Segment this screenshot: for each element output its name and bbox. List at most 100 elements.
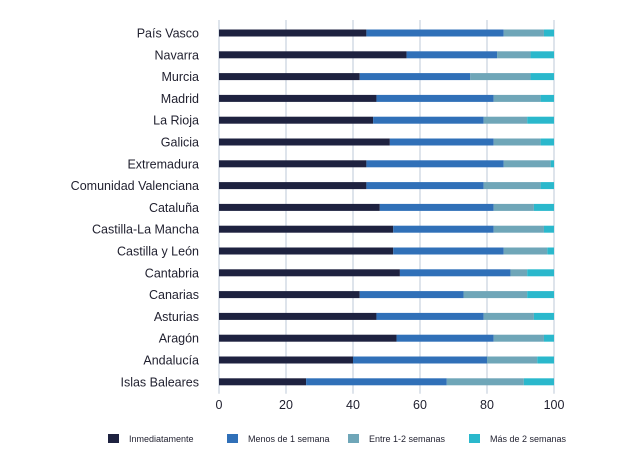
legend-swatch [348,434,359,443]
bar-segment [376,94,494,102]
bar-segment [487,356,538,364]
bar-segment [366,160,504,168]
category-label: Navarra [155,48,200,62]
category-label: Comunidad Valenciana [71,179,199,193]
bar-segment [389,138,494,146]
category-label: Castilla y León [117,245,199,259]
bar-segment [493,203,534,211]
bar-segment [219,225,394,233]
bar-segment [306,378,447,386]
category-labels: País Vasco Navarra Murcia Madrid La Rioja Gal… [71,27,199,390]
bar-segment [406,51,498,59]
bar-segment [543,29,554,37]
category-label: Cataluña [149,201,199,215]
bar-segment [219,94,377,102]
bar-segment [219,247,394,255]
category-label: Extremadura [127,157,199,171]
category-label: Andalucía [143,354,199,368]
x-tick-label: 100 [544,398,565,412]
legend-swatch [227,434,238,443]
bar-segment [379,203,494,211]
category-label: Cantabria [145,266,199,280]
category-label: Aragón [159,332,199,346]
category-label: País Vasco [137,27,199,41]
bar-segment [393,225,494,233]
category-label: Islas Baleares [120,375,199,389]
bar-segment [366,29,504,37]
bars [219,29,554,386]
bar-segment [493,334,544,342]
bar-segment [543,225,554,233]
bar-segment [503,29,544,37]
bar-segment [510,269,528,277]
bar-segment [493,94,541,102]
bar-segment [219,378,307,386]
bar-segment [393,247,504,255]
bar-segment [219,29,367,37]
bar-segment [463,291,528,299]
legend-label: Menos de 1 semana [248,434,330,444]
legend-swatch [469,434,480,443]
bar-segment [483,116,528,124]
bar-segment [523,378,554,386]
bar-segment [359,291,464,299]
category-label: Murcia [161,70,199,84]
bar-segment [537,356,554,364]
bar-segment [353,356,487,364]
x-tick-label: 20 [279,398,293,412]
bar-segment [399,269,511,277]
bar-segment [219,291,360,299]
bar-segment [219,182,367,190]
bar-segment [359,73,471,81]
bar-segment [540,138,554,146]
x-tick-label: 40 [346,398,360,412]
category-label: Asturias [154,310,199,324]
bar-segment [533,312,554,320]
bar-segment [219,138,390,146]
category-label: Castilla-La Mancha [92,223,199,237]
bar-segment [446,378,524,386]
bar-segment [503,247,548,255]
legend-swatch [108,434,119,443]
bar-segment [219,73,360,81]
category-label: Galicia [161,136,199,150]
bar-segment [503,160,551,168]
bar-segment [483,182,541,190]
bar-segment [219,312,377,320]
bar-segment [219,160,367,168]
bar-segment [530,51,554,59]
bar-segment [396,334,494,342]
bar-segment [219,203,380,211]
bar-segment [540,182,554,190]
bar-segment [219,51,407,59]
bar-segment [547,247,554,255]
bar-segment [376,312,484,320]
bar-segment [219,334,397,342]
bar-segment [219,116,374,124]
bar-segment [493,138,541,146]
legend-label: Inmediatamente [129,434,194,444]
x-axis-ticks: 0 20 40 60 80 100 [216,398,565,412]
bar-segment [527,291,554,299]
bar-segment [219,356,353,364]
category-label: Madrid [161,92,199,106]
bar-segment [527,116,554,124]
bar-segment [219,269,400,277]
bar-segment [550,160,554,168]
legend: Inmediatamente Menos de 1 semana Entre 1-2… [108,434,567,444]
category-label: Canarias [149,288,199,302]
bar-segment [470,73,531,81]
bar-segment [533,203,554,211]
x-tick-label: 0 [216,398,223,412]
bar-segment [543,334,554,342]
bar-segment [527,269,554,277]
x-tick-label: 60 [413,398,427,412]
bar-segment [530,73,554,81]
bar-segment [483,312,534,320]
bar-segment [373,116,484,124]
bar-segment [497,51,531,59]
bar-segment [540,94,554,102]
bar-segment [493,225,544,233]
category-label: La Rioja [153,114,199,128]
